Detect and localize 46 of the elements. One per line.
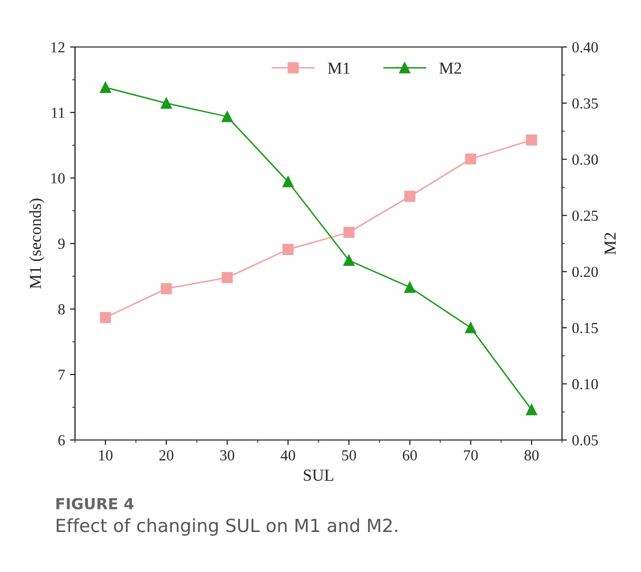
y-tick-label: 9: [58, 238, 65, 249]
x-tick-label: 20: [159, 450, 174, 460]
y-axis-title: M1 (seconds): [29, 198, 44, 289]
caption: FIGURE 4: [56, 498, 134, 510]
point: [343, 254, 354, 266]
y-tick-label: 12: [51, 42, 64, 52]
x-tick-label: 70: [464, 450, 478, 460]
y-tick-label: 8: [58, 304, 65, 314]
y-tick-label: 6: [58, 435, 65, 446]
text: Effect of changing SUL on M1 and M2.: [56, 518, 398, 536]
y2-tick-label: 0.10: [572, 379, 598, 390]
point: [100, 312, 111, 324]
y2-tick-label: 0.35: [572, 98, 598, 109]
x-tick-label: 10: [99, 450, 112, 460]
point: [465, 153, 476, 165]
y2-tick-label: 0.05: [572, 435, 598, 446]
y2-tick-label: 0.20: [572, 266, 598, 278]
legend-label: M2: [439, 62, 462, 74]
y-tick-label: 11: [52, 108, 64, 118]
y2-axis-title: M2: [604, 232, 616, 255]
point: [404, 282, 416, 293]
point: [100, 82, 111, 93]
point: [160, 283, 172, 294]
x-axis-title: SUL: [304, 470, 334, 481]
point: [526, 134, 538, 146]
y2-tick-label: 0.25: [572, 210, 598, 221]
point: [222, 111, 233, 122]
point: [526, 404, 538, 416]
y2-tick-label: 0.30: [572, 154, 598, 165]
point: [465, 322, 476, 334]
y-tick-label: 7: [58, 370, 65, 380]
legend-label: M1: [328, 62, 350, 74]
y2-tick-label: 0.40: [572, 42, 598, 53]
point: [343, 226, 354, 238]
point: [282, 176, 294, 188]
point: [404, 190, 416, 202]
x-tick-label: 30: [220, 450, 234, 460]
point: [282, 244, 294, 255]
x-tick-label: 60: [402, 450, 417, 460]
y-tick-label: 10: [51, 173, 65, 184]
x-tick-label: 80: [524, 450, 539, 460]
point: [160, 98, 172, 109]
x-tick-label: 40: [280, 450, 296, 460]
y2-tick-label: 0.15: [572, 322, 598, 334]
x-tick-label: 50: [342, 450, 356, 460]
point: [222, 272, 233, 284]
